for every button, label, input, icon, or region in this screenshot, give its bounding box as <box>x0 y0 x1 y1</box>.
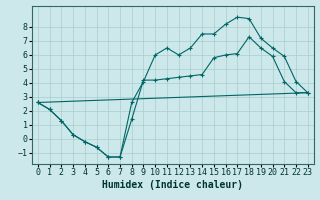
X-axis label: Humidex (Indice chaleur): Humidex (Indice chaleur) <box>102 180 243 190</box>
